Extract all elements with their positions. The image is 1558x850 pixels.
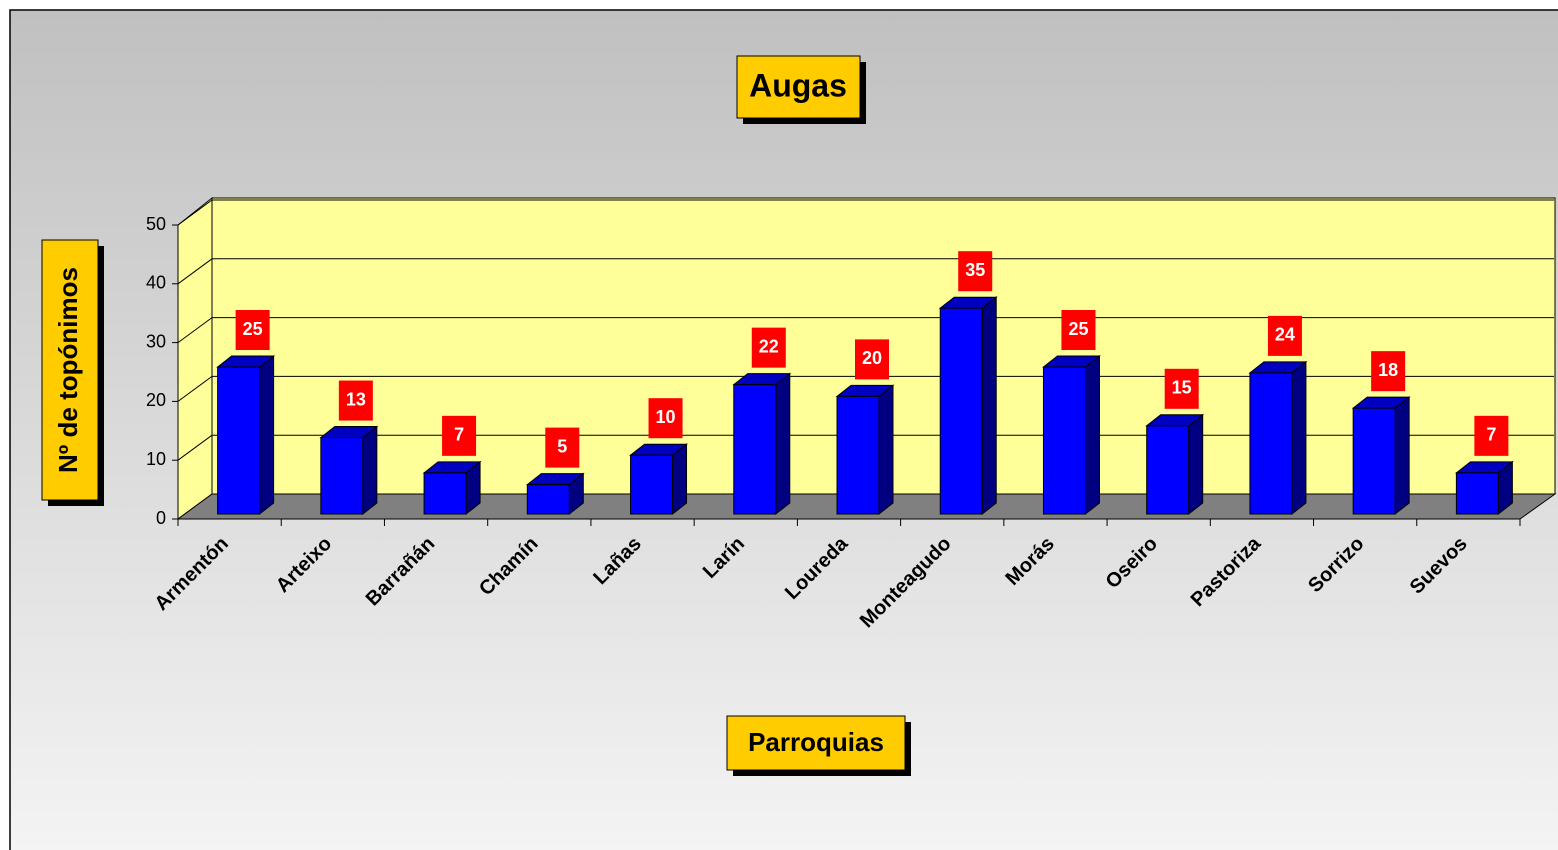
bar-side — [878, 384, 894, 516]
y-tick-label: 20 — [146, 390, 166, 410]
y-tick-label: 30 — [146, 331, 166, 351]
bar-side — [362, 425, 378, 516]
bar-front — [1042, 366, 1086, 515]
value-label: 18 — [1378, 360, 1398, 380]
bar-front — [1249, 372, 1293, 515]
bar — [422, 460, 482, 516]
y-tick-label: 40 — [146, 273, 166, 293]
value-label: 15 — [1172, 378, 1192, 398]
y-label-box: Nº de topónimos — [41, 239, 104, 506]
value-label: 7 — [454, 425, 464, 445]
bar — [1042, 354, 1101, 516]
title-box: Augas — [736, 55, 866, 124]
y-tick-label: 50 — [146, 214, 166, 234]
chart-title: Augas — [749, 67, 847, 103]
bar — [1454, 460, 1514, 516]
bar-side — [1394, 396, 1410, 516]
bar-front — [423, 472, 467, 515]
value-label: 7 — [1486, 425, 1496, 445]
value-label-box — [1371, 351, 1406, 392]
bar — [319, 425, 379, 516]
value-label-box — [545, 427, 580, 468]
x-label-box: Parroquias — [726, 715, 911, 776]
value-label-box — [1474, 415, 1509, 456]
bar-side — [672, 443, 688, 516]
value-label-box — [958, 251, 993, 292]
grid-line — [177, 317, 213, 344]
grid-line — [177, 199, 213, 226]
value-label-box — [1267, 315, 1302, 356]
bar-front — [1146, 425, 1190, 515]
value-label-box — [855, 339, 889, 380]
value-label: 20 — [862, 348, 882, 368]
value-label: 24 — [1275, 325, 1295, 345]
grid-line — [177, 375, 213, 402]
grid-line — [177, 434, 213, 461]
bar — [629, 443, 688, 516]
value-label-box — [648, 398, 683, 439]
value-label: 10 — [656, 407, 676, 427]
value-label-box — [235, 310, 270, 350]
bar-side — [1291, 360, 1307, 516]
x-axis-label: Parroquias — [748, 727, 884, 757]
bar — [1145, 413, 1205, 516]
bar — [525, 472, 585, 516]
bar-front — [733, 384, 777, 515]
value-label-box — [338, 380, 373, 421]
value-label: 22 — [759, 336, 779, 356]
bar-side — [1188, 413, 1204, 516]
y-tick-label: 10 — [146, 449, 166, 469]
y-axis-label: Nº de topónimos — [53, 267, 83, 473]
value-label-box — [751, 327, 786, 368]
bar-side — [775, 372, 791, 516]
value-label: 13 — [346, 389, 366, 409]
bar-front — [939, 307, 983, 515]
bar — [1248, 360, 1308, 516]
bar-front — [1455, 472, 1499, 515]
value-label-box — [1061, 310, 1096, 350]
bar — [938, 296, 998, 516]
value-label: 25 — [1068, 319, 1088, 339]
bar-front — [630, 454, 674, 515]
bar-front — [526, 484, 570, 515]
bar — [1351, 396, 1411, 516]
bar-side — [1084, 354, 1100, 516]
bar-front — [836, 395, 880, 515]
value-label: 25 — [243, 319, 263, 339]
side-wall — [177, 196, 213, 520]
value-label: 5 — [557, 436, 567, 456]
bar-front — [320, 437, 364, 515]
value-label-box — [442, 415, 477, 456]
grid-line — [177, 258, 213, 285]
bar-front — [217, 366, 261, 515]
value-label-box — [1164, 368, 1199, 409]
bar — [732, 372, 792, 516]
bar-side — [981, 296, 997, 516]
y-tick-label: 0 — [156, 508, 166, 528]
bar — [835, 384, 895, 516]
bar-side — [259, 354, 275, 516]
bar — [216, 354, 276, 516]
bar-front — [1352, 407, 1396, 515]
value-label: 35 — [965, 260, 985, 280]
